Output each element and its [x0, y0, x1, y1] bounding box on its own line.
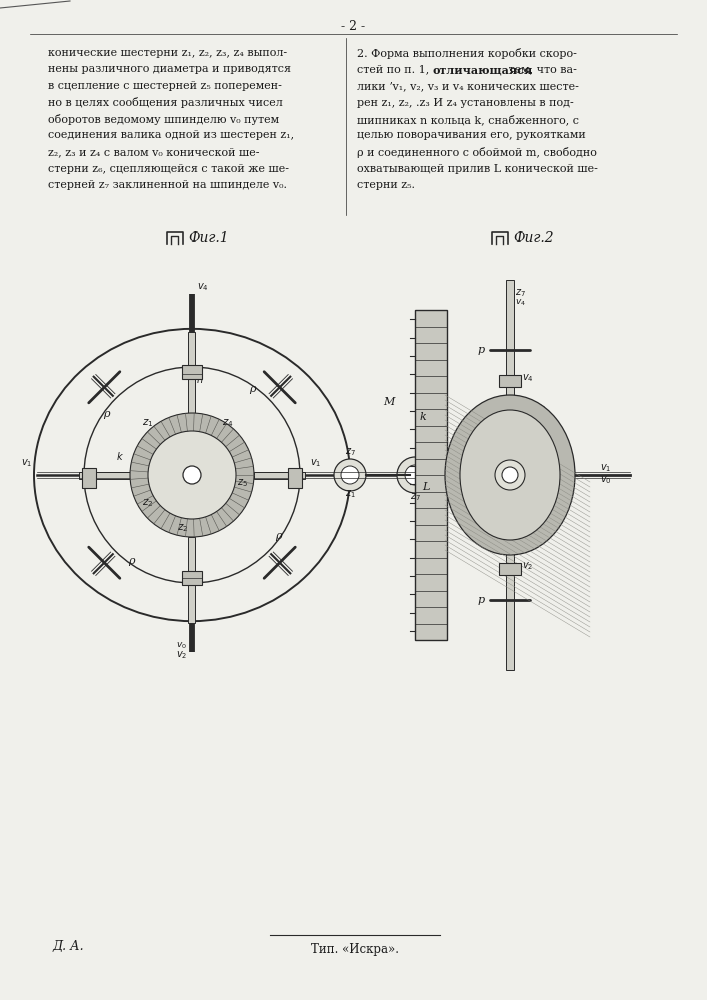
Text: целью поворачивания его, рукоятками: целью поворачивания его, рукоятками [357, 130, 586, 140]
Text: лики ʼv₁, v₂, v₃ и v₄ конических шесте-: лики ʼv₁, v₂, v₃ и v₄ конических шесте- [357, 81, 579, 91]
Text: стерни z₆, сцепляющейся с такой же ше-: стерни z₆, сцепляющейся с такой же ше- [48, 163, 289, 174]
Text: $v_0$: $v_0$ [176, 640, 187, 651]
Text: $v_0$: $v_0$ [204, 469, 216, 481]
Circle shape [148, 431, 236, 519]
Text: $v_1$: $v_1$ [310, 457, 322, 469]
Text: стерни z₅.: стерни z₅. [357, 180, 415, 190]
Text: $z_7$: $z_7$ [344, 446, 356, 458]
Text: отличающаяся: отличающаяся [433, 64, 533, 76]
Circle shape [130, 413, 254, 537]
Text: рен z₁, z₂, .z₃ И z₄ установлены в под-: рен z₁, z₂, .z₃ И z₄ установлены в под- [357, 98, 574, 107]
Text: $v_2$: $v_2$ [175, 649, 187, 661]
Text: $v_4$: $v_4$ [515, 298, 526, 308]
Bar [506, 280, 514, 670]
Text: $z_7$: $z_7$ [515, 287, 526, 299]
Text: ρ: ρ [275, 531, 281, 541]
Text: $z_3$: $z_3$ [505, 532, 516, 544]
Bar [82, 468, 96, 488]
Text: $v_1$: $v_1$ [600, 462, 612, 474]
Bar [288, 468, 302, 488]
Text: конические шестерни z₁, z₂, z₃, z₄ выпол-: конические шестерни z₁, z₂, z₃, z₄ выпол… [48, 48, 287, 58]
Circle shape [397, 457, 433, 493]
Text: $z_7$: $z_7$ [409, 491, 421, 503]
Text: Фиг.1: Фиг.1 [188, 231, 228, 245]
Text: p: p [478, 345, 485, 355]
Text: z₂, z₃ и z₄ с валом v₀ конической ше-: z₂, z₃ и z₄ с валом v₀ конической ше- [48, 147, 259, 157]
Text: $z_4$: $z_4$ [535, 402, 546, 414]
Text: стерней z₇ заклиненной на шпинделе v₀.: стерней z₇ заклиненной на шпинделе v₀. [48, 180, 287, 190]
Text: $z_1$: $z_1$ [142, 417, 153, 429]
Text: $v_4$: $v_4$ [522, 372, 534, 384]
Text: 2. Форма выполнения коробки скоро-: 2. Форма выполнения коробки скоро- [357, 48, 577, 59]
Text: $v_0$: $v_0$ [600, 474, 612, 486]
Text: $v_2$: $v_2$ [522, 560, 533, 572]
Text: $v_4$: $v_4$ [197, 281, 209, 293]
Bar [189, 332, 196, 413]
Circle shape [502, 467, 518, 483]
Text: ρ: ρ [250, 384, 256, 394]
Text: $z_1$: $z_1$ [344, 488, 356, 500]
Text: L: L [422, 482, 429, 492]
Ellipse shape [460, 410, 560, 540]
Text: p: p [478, 595, 485, 605]
Text: k: k [420, 412, 427, 422]
Text: шипниках n кольца k, снабженного, с: шипниках n кольца k, снабженного, с [357, 114, 579, 125]
Text: n: n [197, 375, 203, 385]
Bar [499, 563, 521, 575]
Text: ρ: ρ [128, 556, 134, 566]
Text: охватывающей прилив L конической ше-: охватывающей прилив L конической ше- [357, 163, 598, 174]
Text: $z_4$: $z_4$ [222, 417, 234, 429]
Text: k: k [117, 452, 122, 462]
Bar [182, 571, 202, 585]
Text: $v_1$: $v_1$ [21, 457, 32, 469]
Text: стей по п. 1,: стей по п. 1, [357, 64, 433, 75]
Bar [189, 537, 196, 623]
Text: n: n [520, 487, 526, 497]
Text: $z_6$: $z_6$ [545, 522, 556, 534]
Text: $z_1$: $z_1$ [540, 437, 551, 449]
Text: соединения валика одной из шестерен z₁,: соединения валика одной из шестерен z₁, [48, 130, 294, 140]
Circle shape [341, 466, 359, 484]
Bar [254, 472, 305, 479]
Circle shape [405, 465, 425, 485]
Text: M: M [384, 397, 395, 407]
Text: Фиг.2: Фиг.2 [513, 231, 554, 245]
Bar [182, 365, 202, 379]
Text: но в целях сообщения различных чисел: но в целях сообщения различных чисел [48, 98, 283, 108]
Text: $z_2$: $z_2$ [142, 497, 153, 509]
Text: нены различного диаметра и приводятся: нены различного диаметра и приводятся [48, 64, 291, 75]
Bar [499, 375, 521, 387]
Circle shape [334, 459, 366, 491]
Text: $z_5$: $z_5$ [237, 477, 248, 489]
Ellipse shape [445, 395, 575, 555]
Text: тем, что ва-: тем, что ва- [505, 64, 577, 75]
Text: оборотов ведомому шпинделю v₀ путем: оборотов ведомому шпинделю v₀ путем [48, 114, 279, 125]
Text: ρ: ρ [103, 409, 109, 419]
Text: в сцепление с шестерней z₅ поперемен-: в сцепление с шестерней z₅ поперемен- [48, 81, 282, 91]
Text: Д. А.: Д. А. [52, 940, 83, 953]
Circle shape [183, 466, 201, 484]
Text: m: m [222, 487, 231, 497]
Text: Тип. «Искра».: Тип. «Искра». [311, 943, 399, 956]
Text: $z_2$: $z_2$ [542, 477, 553, 489]
Bar [415, 310, 447, 640]
Text: $z_5$: $z_5$ [490, 539, 501, 551]
Text: $z_2$: $z_2$ [177, 522, 188, 534]
Ellipse shape [495, 460, 525, 490]
Text: - 2 -: - 2 - [341, 20, 365, 33]
Text: ρ и соединенного с обоймой m, свободно: ρ и соединенного с обоймой m, свободно [357, 147, 597, 158]
Bar [79, 472, 130, 479]
